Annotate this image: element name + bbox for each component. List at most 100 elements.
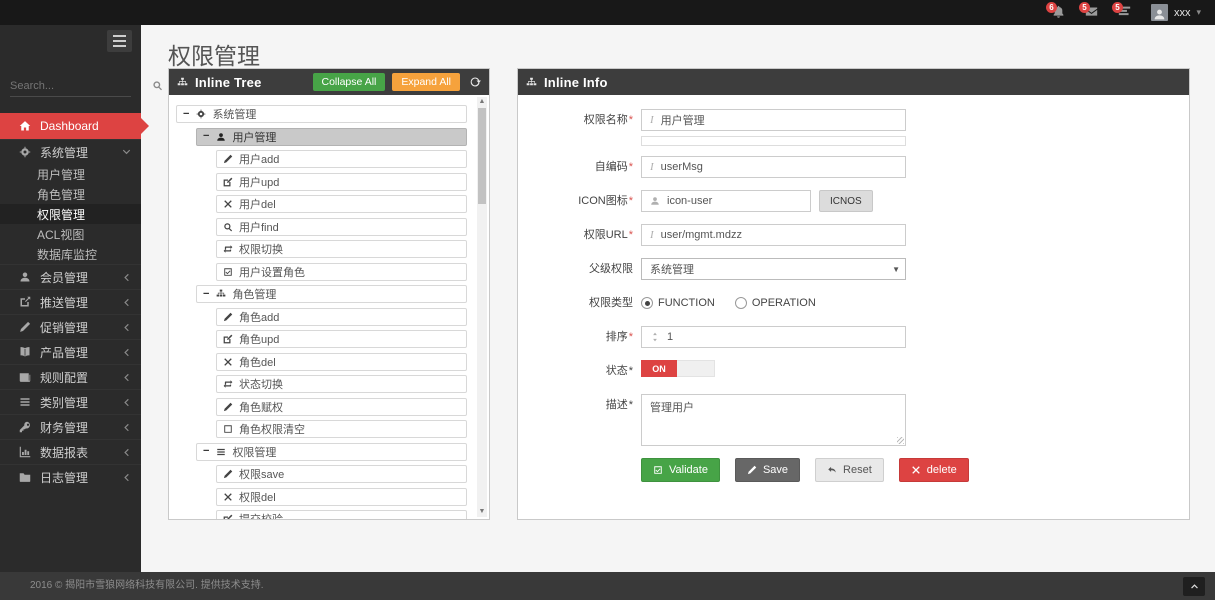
text-cursor-icon: I — [650, 229, 654, 241]
edit-icon — [223, 514, 233, 519]
toggle-off-segment[interactable] — [677, 360, 715, 377]
bell-icon[interactable]: 6 — [1045, 1, 1068, 21]
sidebar-item-4[interactable]: 促销管理 — [0, 314, 141, 339]
tree-node[interactable]: 状态切换 — [216, 375, 467, 393]
tree-node[interactable]: 权限del — [216, 487, 467, 506]
expand-all-button[interactable]: Expand All — [392, 73, 460, 91]
tasks-icon[interactable]: 5 — [1111, 1, 1134, 21]
tree-scrollbar[interactable]: ▲ ▼ — [477, 97, 487, 517]
refresh-icon[interactable] — [469, 76, 481, 88]
tree-body: − 系统管理 − 用户管理 用户add 用户upd 用户del 用户find 权限切换 用户设置角… — [169, 95, 489, 519]
tree-node-label: 角色add — [239, 311, 280, 324]
hamburger-menu-icon[interactable] — [107, 30, 132, 52]
collapse-all-button[interactable]: Collapse All — [312, 73, 386, 91]
status-toggle[interactable]: ON — [641, 360, 715, 377]
tree-node[interactable]: 用户find — [216, 217, 467, 236]
chevron-left-icon — [122, 398, 131, 407]
tree-node[interactable]: − 角色管理 — [196, 285, 467, 303]
tree-node[interactable]: − 权限管理 — [196, 442, 467, 461]
tree-node[interactable]: 权限save — [216, 465, 467, 483]
user-menu[interactable]: xxx ▾ — [1150, 4, 1201, 21]
search-input[interactable] — [10, 79, 152, 92]
submenu-item[interactable]: 数据库监控 — [37, 247, 98, 262]
radio-label: OPERATION — [751, 297, 816, 309]
radio-circle-icon[interactable] — [734, 297, 747, 309]
save-button[interactable]: Save — [734, 458, 801, 482]
badge-count: 6 — [1045, 1, 1057, 13]
x-icon — [223, 492, 233, 502]
submenu-item[interactable]: 权限管理 — [0, 204, 141, 224]
toggle-on-segment[interactable]: ON — [641, 360, 677, 377]
description-textarea[interactable]: 管理用户 — [641, 394, 906, 446]
tree-node[interactable]: − 系统管理 — [176, 105, 467, 123]
x-icon — [911, 465, 921, 475]
tree-node[interactable]: 角色del — [216, 352, 467, 371]
sidebar-menu: Dashboard 系统管理用户管理角色管理权限管理 ACL视图数据库监控会员管理推… — [0, 113, 149, 489]
sidebar-item-5[interactable]: 产品管理 — [0, 339, 141, 364]
scroll-down-icon[interactable]: ▼ — [478, 508, 486, 515]
sidebar-item-label: 会员管理 — [40, 270, 89, 285]
sidebar-item-6[interactable]: 规则配置 — [0, 364, 141, 389]
footer-text: 2016 © 揭阳市雪狼网络科技有限公司. 提供技术支持. — [30, 580, 264, 591]
validate-button[interactable]: Validate — [641, 458, 720, 482]
resize-handle[interactable] — [897, 437, 904, 444]
submenu-item[interactable]: 角色管理 — [37, 187, 86, 202]
top-navbar: 6 5 5 xxx ▾ — [0, 0, 1215, 25]
chevron-left-icon — [122, 423, 131, 432]
reset-button[interactable]: Reset — [815, 458, 884, 482]
button-label: Validate — [669, 464, 708, 476]
back-to-top-button[interactable] — [1183, 577, 1205, 596]
button-label: Reset — [843, 464, 872, 476]
tree-node[interactable]: 用户del — [216, 195, 467, 213]
parent-select[interactable]: 系统管理 ▼ — [641, 258, 906, 280]
sidebar-item-10[interactable]: 日志管理 — [0, 464, 141, 489]
tree-node[interactable]: 用户upd — [216, 172, 467, 191]
sidebar-item-2[interactable]: 会员管理 — [0, 264, 141, 289]
inline-info-panel: Inline Info 权限名称* I 用户管理 自编码* I userMsg … — [517, 68, 1190, 520]
sidebar-item-9[interactable]: 数据报表 — [0, 439, 141, 464]
chart-icon — [18, 446, 32, 458]
gears-icon — [196, 109, 206, 119]
delete-button[interactable]: delete — [898, 458, 969, 482]
sidebar-item-7[interactable]: 类别管理 — [0, 389, 141, 414]
tree-node[interactable]: 权限切换 — [216, 240, 467, 258]
radio-function[interactable]: FUNCTION — [641, 297, 715, 309]
field-label-code: 自编码* — [594, 161, 633, 173]
collapse-minus-icon[interactable]: − — [183, 107, 190, 120]
sidebar-item-label: 数据报表 — [40, 445, 89, 460]
tree-node[interactable]: 用户add — [216, 150, 467, 168]
scrollbar-thumb[interactable] — [478, 108, 486, 204]
icon-input[interactable]: icon-user — [641, 190, 811, 212]
tree-node-label: 用户管理 — [232, 131, 277, 144]
sidebar-item-8[interactable]: 财务管理 — [0, 414, 141, 439]
name-input[interactable]: I 用户管理 — [641, 109, 906, 131]
tree-node[interactable]: 角色add — [216, 307, 467, 326]
collapse-minus-icon[interactable]: − — [203, 445, 210, 457]
tree-node[interactable]: 角色赋权 — [216, 397, 467, 416]
envelope-icon[interactable]: 5 — [1078, 1, 1101, 21]
tree-node[interactable]: 角色权限清空 — [216, 420, 467, 438]
collapse-minus-icon[interactable]: − — [203, 287, 210, 300]
tree-node-label: 用户upd — [239, 176, 280, 189]
info-panel-header: Inline Info — [518, 69, 1189, 95]
tree-node[interactable]: − 用户管理 — [196, 127, 467, 146]
submenu-item[interactable]: 用户管理 — [37, 167, 86, 182]
tree-node[interactable]: 用户设置角色 — [216, 262, 467, 281]
radio-circle-icon[interactable] — [641, 297, 653, 309]
sort-input[interactable]: 1 — [641, 326, 906, 348]
tree-node[interactable]: 提交校验 — [216, 510, 467, 519]
url-input[interactable]: I user/mgmt.mdzz — [641, 224, 906, 246]
sidebar-item-3[interactable]: 推送管理 — [0, 289, 141, 314]
collapse-minus-icon[interactable]: − — [203, 130, 210, 142]
radio-operation[interactable]: OPERATION — [734, 297, 816, 309]
user-icon — [650, 196, 660, 206]
sidebar-item-dashboard[interactable]: Dashboard — [0, 113, 149, 139]
icnos-button[interactable]: ICNOS — [819, 190, 873, 212]
tree-node[interactable]: 角色upd — [216, 330, 467, 348]
tree-node-label: 权限切换 — [239, 244, 283, 256]
submenu-item[interactable]: ACL视图 — [37, 227, 85, 242]
sidebar-item-1[interactable]: 系统管理 — [0, 139, 141, 164]
x-icon — [223, 357, 233, 367]
code-input[interactable]: I userMsg — [641, 156, 906, 178]
scroll-up-icon[interactable]: ▲ — [478, 98, 486, 105]
